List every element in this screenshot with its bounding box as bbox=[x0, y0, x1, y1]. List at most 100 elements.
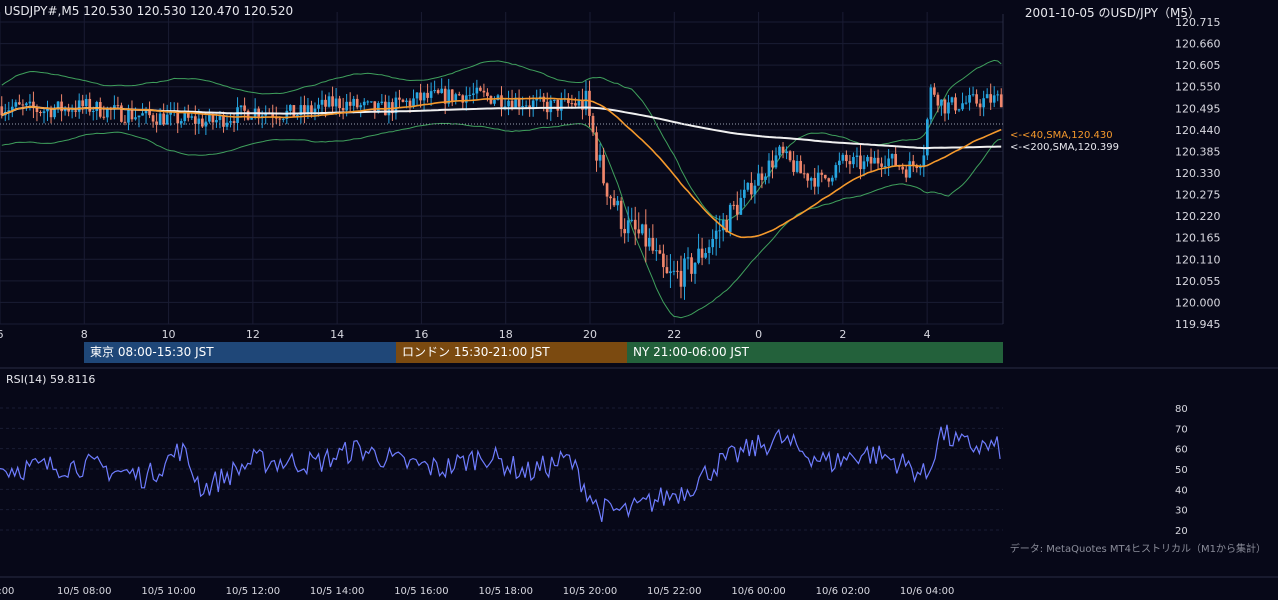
bear-candle bbox=[679, 270, 683, 287]
bear-candle bbox=[823, 174, 827, 179]
rsi-tick-label: 30 bbox=[1175, 506, 1188, 517]
bull-candle bbox=[405, 100, 408, 102]
bear-candle bbox=[486, 92, 489, 96]
bear-candle bbox=[81, 100, 85, 107]
bear-candle bbox=[644, 224, 648, 247]
bull-candle bbox=[345, 101, 348, 111]
bull-candle bbox=[503, 106, 507, 108]
bull-candle bbox=[929, 87, 933, 120]
bull-candle bbox=[334, 98, 338, 107]
bull-candle bbox=[260, 115, 264, 118]
bear-candle bbox=[760, 173, 764, 180]
bear-candle bbox=[151, 115, 155, 122]
bull-candle bbox=[866, 156, 869, 162]
bear-candle bbox=[570, 103, 574, 105]
bull-candle bbox=[134, 117, 137, 120]
bull-candle bbox=[218, 114, 222, 121]
price-tick-label: 120.275 bbox=[1175, 189, 1221, 202]
bull-candle bbox=[42, 111, 46, 114]
bollinger-lower bbox=[1, 122, 1002, 319]
price-tick-label: 120.715 bbox=[1175, 16, 1221, 29]
bull-candle bbox=[429, 91, 433, 98]
bull-candle bbox=[493, 99, 496, 104]
bear-candle bbox=[457, 94, 461, 96]
time-tick-label: 10/5 08:00 bbox=[57, 586, 111, 597]
bull-candle bbox=[982, 98, 985, 108]
bull-candle bbox=[56, 101, 60, 109]
hour-tick-label: 2 bbox=[839, 328, 846, 341]
bear-candle bbox=[574, 103, 577, 106]
bull-candle bbox=[714, 230, 718, 239]
bull-candle bbox=[208, 114, 211, 122]
bull-candle bbox=[369, 101, 373, 103]
bull-candle bbox=[855, 155, 859, 158]
hour-tick-label: 4 bbox=[924, 328, 931, 341]
rsi-label: RSI(14) 59.8116 bbox=[6, 373, 96, 386]
time-tick-label: 10/5 12:00 bbox=[226, 586, 280, 597]
bull-candle bbox=[655, 250, 658, 252]
rsi-tick-label: 60 bbox=[1175, 445, 1188, 456]
bull-candle bbox=[190, 116, 194, 118]
bear-candle bbox=[74, 110, 78, 112]
bear-candle bbox=[489, 95, 493, 104]
bull-candle bbox=[10, 106, 14, 111]
bull-candle bbox=[359, 105, 363, 108]
bear-candle bbox=[271, 113, 275, 117]
bear-candle bbox=[806, 173, 810, 181]
bear-candle bbox=[771, 160, 774, 168]
bear-candle bbox=[901, 166, 905, 170]
bear-candle bbox=[193, 116, 197, 124]
bull-candle bbox=[890, 153, 894, 159]
bull-candle bbox=[464, 95, 468, 103]
bull-candle bbox=[764, 176, 767, 180]
data-credit: データ: MetaQuotes MT4ヒストリカル（M1から集計） bbox=[1009, 544, 1266, 555]
bear-candle bbox=[39, 112, 42, 114]
bull-candle bbox=[852, 157, 855, 165]
bull-candle bbox=[239, 105, 243, 108]
bull-candle bbox=[535, 98, 539, 101]
bear-candle bbox=[348, 101, 352, 106]
sma40-label: <-<40,SMA,120.430 bbox=[1010, 130, 1113, 141]
bear-candle bbox=[450, 89, 454, 101]
time-tick-label: 10/5 14:00 bbox=[310, 586, 364, 597]
bull-candle bbox=[113, 105, 116, 110]
bull-candle bbox=[521, 106, 524, 108]
bear-candle bbox=[373, 101, 377, 112]
rsi-tick-label: 70 bbox=[1175, 424, 1188, 435]
hour-tick-label: 20 bbox=[583, 328, 597, 341]
bear-candle bbox=[732, 204, 736, 206]
bull-candle bbox=[362, 101, 366, 106]
bear-candle bbox=[419, 92, 422, 101]
bull-candle bbox=[774, 155, 778, 168]
price-tick-label: 119.945 bbox=[1175, 318, 1221, 331]
bull-candle bbox=[53, 108, 56, 118]
bear-candle bbox=[120, 105, 123, 122]
bear-candle bbox=[88, 98, 92, 112]
bull-candle bbox=[285, 110, 289, 119]
bull-candle bbox=[992, 95, 996, 103]
bull-candle bbox=[281, 118, 285, 120]
bear-candle bbox=[0, 106, 4, 116]
bear-candle bbox=[324, 99, 327, 107]
bear-candle bbox=[398, 97, 401, 100]
bull-candle bbox=[380, 101, 384, 104]
bull-candle bbox=[514, 97, 517, 109]
bear-candle bbox=[633, 219, 637, 230]
bear-candle bbox=[500, 95, 503, 107]
bear-candle bbox=[911, 161, 915, 166]
bear-candle bbox=[162, 113, 165, 125]
bear-candle bbox=[581, 99, 584, 110]
bull-candle bbox=[25, 103, 28, 106]
bear-candle bbox=[637, 229, 641, 234]
bear-candle bbox=[426, 92, 429, 98]
bull-candle bbox=[236, 107, 239, 123]
bull-candle bbox=[299, 105, 303, 116]
price-tick-label: 120.000 bbox=[1175, 296, 1221, 309]
bull-candle bbox=[327, 96, 331, 107]
bear-candle bbox=[310, 105, 313, 113]
time-tick-label: 10/6 02:00 bbox=[816, 586, 870, 597]
bull-candle bbox=[106, 108, 109, 118]
bear-candle bbox=[176, 110, 180, 124]
bear-candle bbox=[186, 112, 190, 118]
